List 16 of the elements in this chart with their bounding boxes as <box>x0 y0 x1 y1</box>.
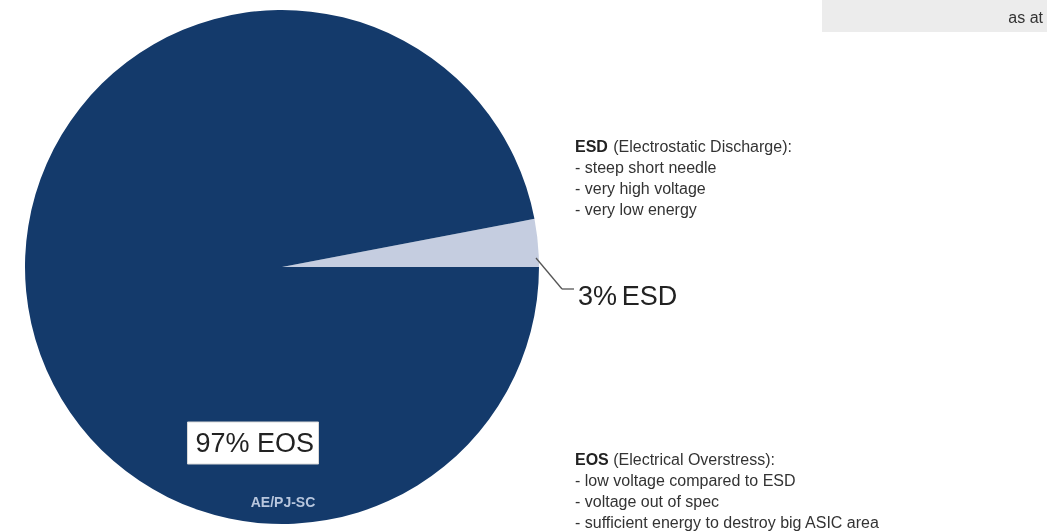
text: EOS (Electrical Overstress): <box>575 451 775 468</box>
data-label: 3% <box>578 281 618 311</box>
text: ESD (Electrostatic Discharge): <box>575 138 792 155</box>
text: - very high voltage <box>575 180 706 197</box>
text: - voltage out of spec <box>575 493 720 510</box>
data-label: 97% <box>195 428 250 458</box>
pie-slice <box>282 218 539 267</box>
slice-label: EOS <box>257 428 315 458</box>
text: - low voltage compared to ESD <box>575 472 796 489</box>
pie-slice <box>25 10 539 524</box>
text: - sufficient energy to destroy big ASIC area <box>575 514 879 531</box>
text: - steep short needle <box>575 159 717 176</box>
text: AE/PJ-SC <box>250 494 316 510</box>
text: as at <box>1008 9 1044 26</box>
text: - very low energy <box>575 201 697 218</box>
slice-label: ESD <box>621 281 678 311</box>
